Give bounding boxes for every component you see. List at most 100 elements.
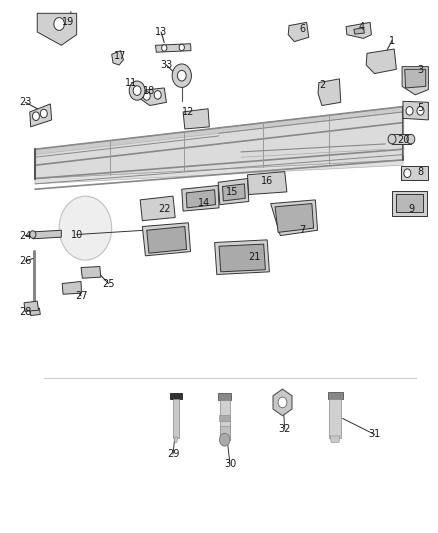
- Text: 14: 14: [198, 198, 210, 207]
- Text: 11: 11: [125, 78, 138, 87]
- Polygon shape: [223, 184, 245, 201]
- Text: 25: 25: [102, 279, 115, 288]
- Polygon shape: [35, 107, 403, 155]
- Text: 22: 22: [158, 204, 170, 214]
- Polygon shape: [392, 134, 411, 144]
- Text: 16: 16: [261, 176, 273, 186]
- Circle shape: [32, 112, 39, 120]
- Circle shape: [143, 92, 150, 100]
- Text: 20: 20: [397, 135, 409, 144]
- Polygon shape: [139, 88, 166, 106]
- Polygon shape: [396, 194, 423, 212]
- Polygon shape: [183, 109, 209, 129]
- Polygon shape: [330, 436, 340, 442]
- Polygon shape: [219, 244, 265, 272]
- Polygon shape: [30, 104, 52, 127]
- Text: 33: 33: [160, 60, 173, 70]
- Text: 29: 29: [167, 449, 179, 459]
- Text: 32: 32: [279, 424, 291, 434]
- Circle shape: [154, 91, 161, 99]
- Circle shape: [177, 70, 186, 81]
- Polygon shape: [271, 200, 318, 236]
- Polygon shape: [328, 392, 343, 399]
- Text: 12: 12: [182, 107, 194, 117]
- Text: 3: 3: [417, 66, 424, 75]
- Polygon shape: [147, 227, 187, 253]
- Polygon shape: [401, 166, 428, 180]
- Circle shape: [407, 134, 415, 144]
- Polygon shape: [402, 67, 428, 95]
- Polygon shape: [219, 415, 230, 421]
- Circle shape: [406, 107, 413, 115]
- Polygon shape: [33, 230, 61, 239]
- Text: 27: 27: [75, 291, 87, 301]
- Text: 17: 17: [114, 51, 127, 61]
- Text: 9: 9: [409, 204, 415, 214]
- Text: 7: 7: [299, 225, 305, 235]
- Polygon shape: [405, 69, 426, 88]
- Text: 10: 10: [71, 230, 83, 239]
- Circle shape: [404, 169, 411, 177]
- Text: 30: 30: [224, 459, 236, 469]
- Circle shape: [388, 134, 396, 144]
- Polygon shape: [220, 400, 230, 440]
- Polygon shape: [30, 308, 40, 316]
- Circle shape: [162, 45, 167, 51]
- Circle shape: [179, 44, 184, 51]
- Polygon shape: [174, 437, 178, 442]
- Text: 18: 18: [143, 86, 155, 95]
- Polygon shape: [247, 172, 287, 195]
- Polygon shape: [392, 191, 427, 216]
- Text: 19: 19: [62, 18, 74, 27]
- Text: 13: 13: [155, 27, 167, 37]
- Text: 23: 23: [19, 98, 32, 107]
- Text: 4: 4: [358, 22, 364, 31]
- Polygon shape: [186, 190, 215, 208]
- Text: 5: 5: [417, 103, 424, 112]
- Polygon shape: [288, 22, 309, 42]
- Polygon shape: [112, 51, 124, 65]
- Polygon shape: [155, 44, 191, 52]
- Polygon shape: [346, 22, 371, 38]
- Polygon shape: [218, 179, 249, 205]
- Polygon shape: [318, 79, 341, 106]
- Text: 21: 21: [248, 252, 260, 262]
- Circle shape: [54, 18, 64, 30]
- Text: 6: 6: [299, 25, 305, 34]
- Polygon shape: [275, 204, 314, 232]
- Circle shape: [417, 107, 424, 115]
- Polygon shape: [220, 426, 230, 440]
- Polygon shape: [62, 281, 81, 294]
- Circle shape: [129, 81, 145, 100]
- Text: 15: 15: [226, 187, 238, 197]
- Circle shape: [30, 231, 36, 238]
- Text: 28: 28: [19, 307, 32, 317]
- Circle shape: [219, 433, 230, 446]
- Polygon shape: [35, 107, 403, 179]
- Text: 31: 31: [368, 430, 381, 439]
- Circle shape: [172, 64, 191, 87]
- Polygon shape: [173, 399, 179, 438]
- Text: 1: 1: [389, 36, 395, 45]
- Polygon shape: [142, 223, 191, 256]
- Text: 8: 8: [417, 167, 424, 176]
- Polygon shape: [403, 101, 428, 120]
- Polygon shape: [37, 13, 77, 45]
- Text: 26: 26: [19, 256, 32, 266]
- Polygon shape: [329, 399, 341, 438]
- Polygon shape: [35, 160, 403, 184]
- Text: 2: 2: [319, 80, 325, 90]
- Circle shape: [133, 86, 141, 95]
- Polygon shape: [170, 393, 182, 399]
- Polygon shape: [81, 266, 101, 278]
- Polygon shape: [140, 196, 175, 221]
- Polygon shape: [218, 393, 231, 400]
- Circle shape: [59, 196, 112, 260]
- Polygon shape: [215, 240, 269, 274]
- Polygon shape: [354, 28, 364, 34]
- Circle shape: [40, 109, 47, 118]
- Polygon shape: [24, 301, 39, 311]
- Polygon shape: [366, 49, 396, 74]
- Text: 24: 24: [19, 231, 32, 240]
- Polygon shape: [182, 185, 219, 211]
